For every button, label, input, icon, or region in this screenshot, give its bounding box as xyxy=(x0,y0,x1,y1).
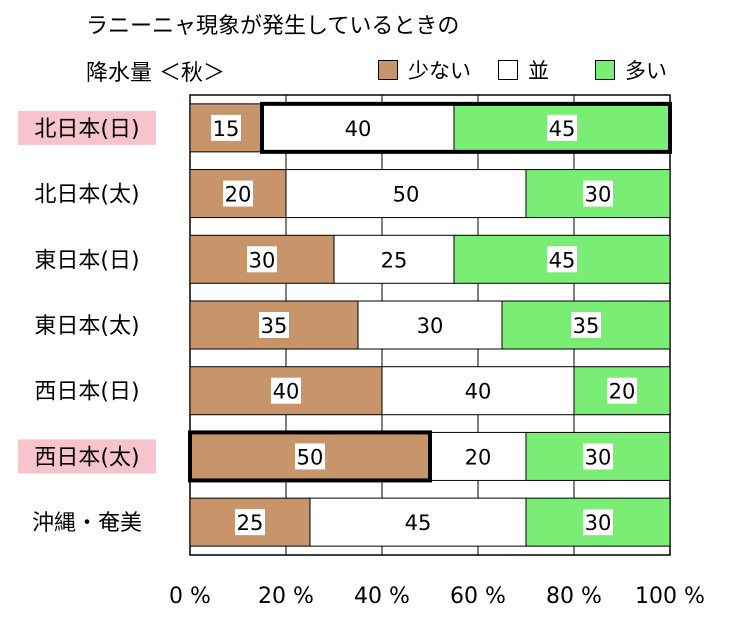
data-label-box xyxy=(343,114,373,141)
data-label-box xyxy=(391,180,421,207)
data-label-box xyxy=(583,443,613,470)
x-tick-label: 0 % xyxy=(169,584,211,609)
category-label: 北日本(日) xyxy=(34,117,139,142)
data-label: 45 xyxy=(549,248,576,272)
data-label-box xyxy=(583,509,613,536)
data-label: 45 xyxy=(405,511,432,535)
data-label-box xyxy=(415,312,445,338)
x-tick-label: 60 % xyxy=(450,584,506,609)
data-label-box xyxy=(547,114,577,141)
data-label-box xyxy=(403,509,433,536)
data-label-box xyxy=(271,377,301,404)
data-label-box xyxy=(547,246,577,273)
legend-label-high: 多い xyxy=(625,59,667,83)
data-label: 30 xyxy=(417,314,444,338)
data-label: 40 xyxy=(273,380,300,404)
data-label: 30 xyxy=(585,183,612,207)
category-label: 西日本(太) xyxy=(34,445,139,470)
legend-item-low: 少ない xyxy=(378,57,471,83)
data-label: 25 xyxy=(381,248,408,272)
data-label: 25 xyxy=(237,511,264,535)
data-label-box xyxy=(211,114,241,141)
data-label: 30 xyxy=(585,511,612,535)
legend-swatch-low xyxy=(378,60,398,80)
category-label: 東日本(太) xyxy=(34,314,139,339)
category-label: 東日本(日) xyxy=(34,248,139,273)
data-label-box xyxy=(463,377,493,404)
x-tick-label: 80 % xyxy=(546,584,602,609)
legend-item-normal: 並 xyxy=(498,57,549,83)
legend-label-low: 少ない xyxy=(408,59,471,83)
chart-title-line1: ラニーニャ現象が発生しているときの xyxy=(86,14,460,39)
data-label: 50 xyxy=(393,183,420,207)
emphasis-outline xyxy=(188,430,432,483)
legend-swatch-normal xyxy=(498,60,518,80)
data-label: 40 xyxy=(465,380,492,404)
data-label: 20 xyxy=(225,183,252,207)
data-label: 30 xyxy=(585,445,612,469)
data-label-box xyxy=(295,443,325,470)
data-label-box xyxy=(571,312,601,338)
data-label: 45 xyxy=(549,117,576,141)
category-label: 北日本(太) xyxy=(34,183,139,208)
data-label-box xyxy=(235,509,265,536)
data-label: 40 xyxy=(345,117,372,141)
data-label: 20 xyxy=(609,380,636,404)
category-label: 沖縄・奄美 xyxy=(32,511,142,536)
data-label: 35 xyxy=(573,314,600,338)
chart-title-line2: 降水量 ＜秋＞ xyxy=(86,61,225,86)
data-label-box xyxy=(247,246,277,273)
data-label: 35 xyxy=(261,314,288,338)
data-label: 20 xyxy=(465,445,492,469)
x-tick-label: 20 % xyxy=(258,584,314,609)
data-label: 30 xyxy=(249,248,276,272)
category-label: 西日本(日) xyxy=(34,380,139,405)
data-label-box xyxy=(223,180,253,207)
category-highlight xyxy=(18,439,156,474)
legend-item-high: 多い xyxy=(595,57,667,83)
legend-label-normal: 並 xyxy=(528,59,549,83)
category-highlight xyxy=(18,110,156,145)
data-label: 50 xyxy=(297,445,324,469)
data-label-box xyxy=(259,312,289,338)
emphasis-outline xyxy=(260,101,672,154)
data-label-box xyxy=(463,443,493,470)
data-label: 15 xyxy=(213,117,240,141)
data-label-box xyxy=(607,377,637,404)
data-label-box xyxy=(583,180,613,207)
bar-segment xyxy=(525,431,671,481)
x-tick-label: 40 % xyxy=(354,584,410,609)
data-label-box xyxy=(379,246,409,273)
legend-swatch-high xyxy=(595,60,615,80)
x-tick-label: 100 % xyxy=(635,584,705,609)
